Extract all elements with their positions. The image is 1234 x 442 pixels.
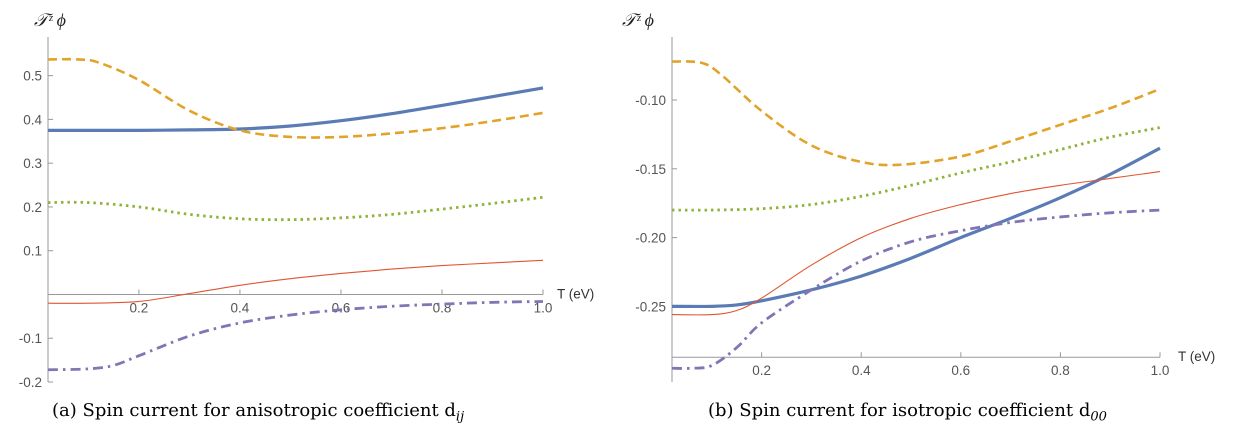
y-tick-label: 0.4 bbox=[23, 112, 42, 127]
x-tick-label: 1.0 bbox=[534, 300, 553, 315]
y-axis-label: 𝒯ᶻ ϕ bbox=[622, 10, 654, 30]
series-line-solid-thin bbox=[47, 259, 544, 304]
x-tick-label: 1.0 bbox=[1151, 363, 1170, 378]
caption-a-sub: ij bbox=[455, 409, 465, 425]
y-axis-label: 𝒯ᶻ ϕ bbox=[34, 10, 66, 30]
y-tick-label: -0.25 bbox=[635, 299, 666, 314]
x-tick-label: 0.6 bbox=[332, 300, 351, 315]
y-tick-label: -0.20 bbox=[635, 231, 666, 246]
y-tick-label: -0.10 bbox=[635, 93, 666, 108]
x-tick-label: 0.2 bbox=[752, 363, 771, 378]
x-tick-label: 0.8 bbox=[1051, 363, 1070, 378]
x-tick-label: 0.4 bbox=[852, 363, 871, 378]
y-tick-label: 0.1 bbox=[23, 244, 42, 259]
y-tick-label: 0.5 bbox=[23, 69, 42, 84]
series-line-solid-thick bbox=[671, 146, 1161, 309]
series-line-dotted bbox=[47, 195, 544, 222]
series-line-solid-thin bbox=[671, 171, 1161, 316]
series-line-dashdot bbox=[47, 300, 544, 372]
x-axis-label: T (eV) bbox=[1178, 349, 1215, 364]
caption-b-text: (b) Spin current for isotropic coefficie… bbox=[708, 400, 1091, 421]
series-line-dashed bbox=[47, 57, 544, 139]
y-tick-label: -0.15 bbox=[635, 162, 666, 177]
x-tick-label: 0.2 bbox=[130, 300, 149, 315]
x-tick-label: 0.4 bbox=[231, 300, 250, 315]
caption-b-sub: 00 bbox=[1090, 409, 1107, 425]
series-line-dashed bbox=[671, 60, 1161, 167]
chart-a: -0.2-0.10.10.20.30.40.50.2 0.4 0.6 0.8 1.0𝒯ᶻ… bbox=[19, 10, 595, 390]
series-line-solid-thick bbox=[48, 86, 544, 132]
caption-a-text: (a) Spin current for anisotropic coeffic… bbox=[52, 400, 456, 421]
y-tick-label: -0.2 bbox=[19, 375, 42, 390]
x-axis-label: T (eV) bbox=[557, 286, 594, 301]
caption-b: (b) Spin current for isotropic coefficie… bbox=[708, 400, 1107, 425]
y-tick-label: 0.2 bbox=[23, 200, 42, 215]
chart-b: -0.10 -0.15 -0.20 -0.25 0.2 0.4 0.6 0.8 1.0 𝒯ᶻ ϕ T… bbox=[622, 10, 1215, 382]
series-line-dashdot bbox=[671, 208, 1161, 370]
x-tick-label: 0.6 bbox=[951, 363, 970, 378]
y-tick-label: 0.3 bbox=[23, 156, 42, 171]
caption-a: (a) Spin current for anisotropic coeffic… bbox=[52, 400, 464, 425]
series-line-dotted bbox=[671, 126, 1161, 212]
y-tick-label: -0.1 bbox=[19, 331, 42, 346]
